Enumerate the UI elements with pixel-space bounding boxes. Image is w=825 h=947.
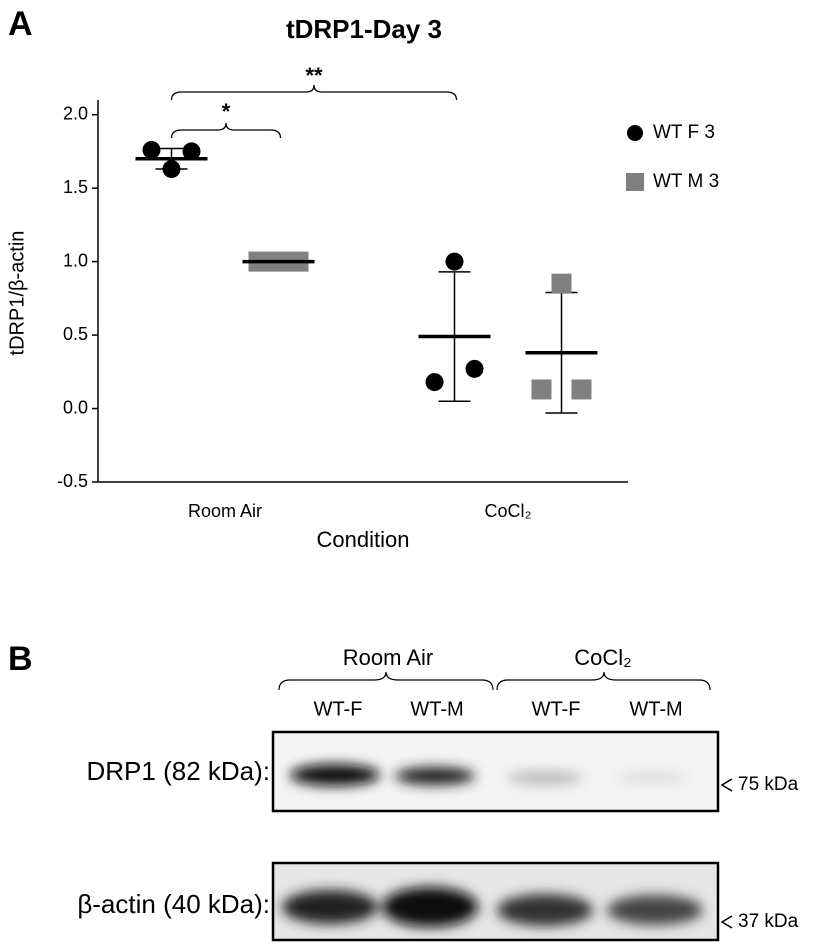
group-brace xyxy=(278,671,494,691)
group-label: CoCl₂ xyxy=(574,645,631,670)
x-axis-label: Condition xyxy=(317,527,410,552)
y-tick-label: 1.5 xyxy=(63,177,88,197)
lane-label: WT-M xyxy=(410,698,463,720)
significance-bracket xyxy=(170,84,458,101)
point xyxy=(425,373,444,392)
marker-arrow xyxy=(720,778,733,792)
band xyxy=(616,772,688,784)
band xyxy=(395,767,475,785)
legend-label: WT F 3 xyxy=(653,122,715,143)
band xyxy=(507,771,583,785)
significance-bracket xyxy=(170,122,282,139)
panel-label: B xyxy=(8,640,33,678)
point xyxy=(162,160,181,179)
group-label: Room Air xyxy=(343,645,433,670)
x-tick-label: CoCl₂ xyxy=(485,501,532,521)
legend-label: WT M 3 xyxy=(653,171,719,192)
bands xyxy=(282,764,703,927)
group-brace xyxy=(496,671,711,691)
y-axis-label: tDRP1/β-actin xyxy=(6,231,28,356)
legend-marker xyxy=(626,173,644,191)
x-tick-label: Room Air xyxy=(188,501,262,521)
y-tick-label: 2.0 xyxy=(63,103,88,123)
marker-arrow xyxy=(720,915,733,929)
y-tick-label: 1.0 xyxy=(63,250,88,270)
band xyxy=(282,890,378,924)
point xyxy=(182,142,201,161)
size-marker: 75 kDa xyxy=(738,774,799,795)
y-tick-label: 0.5 xyxy=(63,324,88,344)
chart-title: tDRP1-Day 3 xyxy=(286,14,442,44)
row-label: β-actin (40 kDa): xyxy=(77,889,270,919)
band xyxy=(382,887,478,927)
point xyxy=(571,379,592,400)
lane-label: WT-F xyxy=(532,698,581,720)
point xyxy=(465,359,484,378)
significance-label: ** xyxy=(305,63,323,88)
point xyxy=(551,273,572,294)
panel-label: A xyxy=(8,5,33,43)
band xyxy=(607,895,703,925)
point xyxy=(142,140,161,159)
significance-label: * xyxy=(222,99,231,124)
point xyxy=(531,379,552,400)
band xyxy=(290,764,380,786)
point xyxy=(445,252,464,271)
lane-label: WT-M xyxy=(629,698,682,720)
row-label: DRP1 (82 kDa): xyxy=(87,756,271,786)
lane-label: WT-F xyxy=(314,698,363,720)
y-tick-label: -0.5 xyxy=(57,471,88,491)
band xyxy=(497,894,593,926)
size-marker: 37 kDa xyxy=(738,911,799,932)
y-tick-label: 0.0 xyxy=(63,397,88,417)
legend-marker xyxy=(627,125,643,141)
